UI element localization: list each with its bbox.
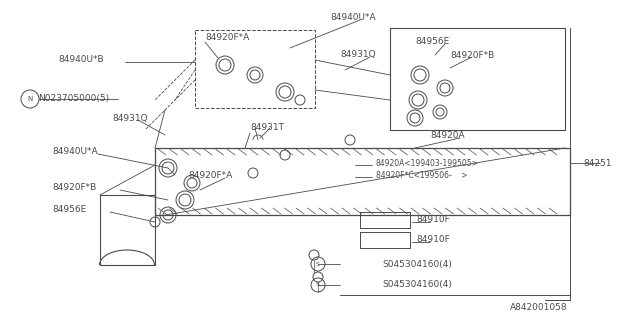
Text: 84931Q: 84931Q — [112, 114, 148, 123]
Text: 84931Q: 84931Q — [340, 51, 376, 60]
Text: 84920F*B: 84920F*B — [450, 51, 494, 60]
Text: S045304160(4): S045304160(4) — [382, 281, 452, 290]
Text: N023705000(5): N023705000(5) — [38, 93, 109, 102]
Text: S: S — [316, 283, 320, 287]
Text: 84910F: 84910F — [416, 236, 450, 244]
Text: 84920F*C<199506-    >: 84920F*C<199506- > — [376, 171, 467, 180]
Text: 84956E: 84956E — [52, 205, 86, 214]
Text: S045304160(4): S045304160(4) — [382, 260, 452, 268]
Text: 84940U*A: 84940U*A — [330, 13, 376, 22]
Text: 84940U*A: 84940U*A — [52, 148, 98, 156]
Text: 84931T: 84931T — [250, 124, 284, 132]
Text: 84940U*B: 84940U*B — [58, 55, 104, 65]
Text: 84920A: 84920A — [430, 132, 465, 140]
Text: N: N — [28, 96, 33, 102]
Text: S: S — [316, 261, 320, 267]
Text: 84920A<199403-199505>: 84920A<199403-199505> — [376, 158, 479, 167]
Text: 84920F*A: 84920F*A — [188, 171, 232, 180]
Text: 84956E: 84956E — [415, 37, 449, 46]
Text: 84251: 84251 — [583, 158, 611, 167]
Text: A842001058: A842001058 — [510, 303, 568, 313]
Text: 84920F*A: 84920F*A — [205, 34, 249, 43]
Text: 84910F: 84910F — [416, 215, 450, 225]
Text: 84920F*B: 84920F*B — [52, 183, 96, 193]
